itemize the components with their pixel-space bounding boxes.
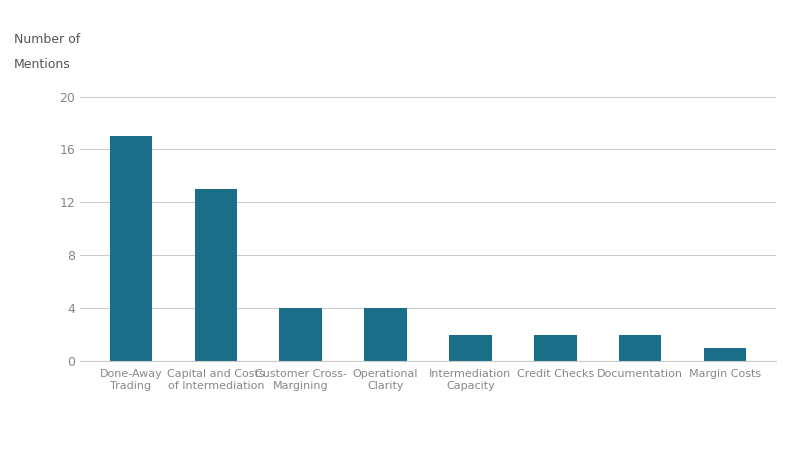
Bar xyxy=(704,348,746,361)
Bar xyxy=(619,335,662,361)
Text: Mentions: Mentions xyxy=(14,58,70,71)
Bar xyxy=(194,189,237,361)
Bar xyxy=(110,136,152,361)
Bar xyxy=(364,308,406,361)
Bar xyxy=(450,335,492,361)
Text: Number of: Number of xyxy=(14,33,80,46)
Bar xyxy=(534,335,577,361)
Bar xyxy=(279,308,322,361)
